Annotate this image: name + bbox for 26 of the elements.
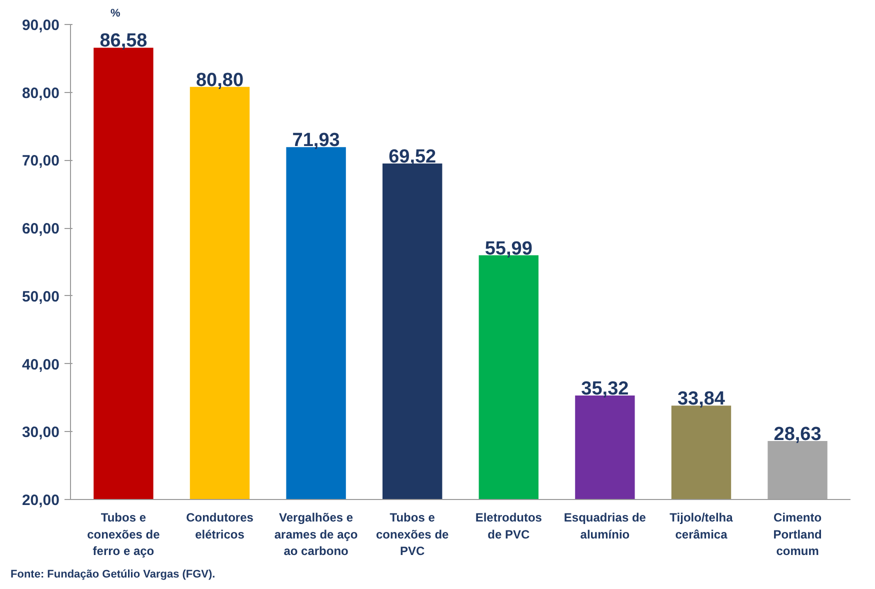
data-label: 35,32: [581, 378, 629, 400]
x-tick-label: Esquadrias de alumínio: [564, 510, 646, 542]
x-tick-label: Tubos e conexões de ferro e aço: [87, 510, 160, 558]
y-tick-label: 80,00: [22, 84, 60, 102]
data-label: 71,93: [292, 130, 340, 152]
data-label: 69,52: [388, 146, 436, 168]
y-tick-label: 20,00: [22, 492, 60, 509]
y-tick-label: 90,00: [22, 17, 60, 34]
y-tick-label: 70,00: [22, 152, 60, 170]
y-tick-label: 60,00: [22, 220, 60, 238]
x-tick-label: Eletrodutos de PVC: [475, 510, 542, 542]
x-tick-label: Vergalhões e arames de aço ao carbono: [274, 510, 358, 558]
y-axis-title: %: [110, 8, 120, 20]
data-label: 33,84: [677, 388, 726, 410]
source-note: Fonte: Fundação Getúlio Vargas (FGV).: [10, 568, 216, 580]
data-label: 55,99: [484, 238, 532, 260]
y-tick-label: 30,00: [22, 424, 60, 442]
x-tick-label: Cimento Portland comum: [773, 510, 822, 558]
x-tick-label: Tubos e conexões de PVC: [376, 510, 450, 558]
y-tick-label: 50,00: [22, 288, 60, 306]
x-tick-label: Tijolo/telha cerâmica: [670, 510, 734, 542]
y-tick-label: 40,00: [22, 356, 60, 374]
data-label: 28,63: [774, 424, 822, 445]
data-label: 86,58: [100, 30, 148, 52]
data-label: 80,80: [196, 70, 244, 91]
x-tick-label: Condutores elétricos: [186, 510, 254, 542]
